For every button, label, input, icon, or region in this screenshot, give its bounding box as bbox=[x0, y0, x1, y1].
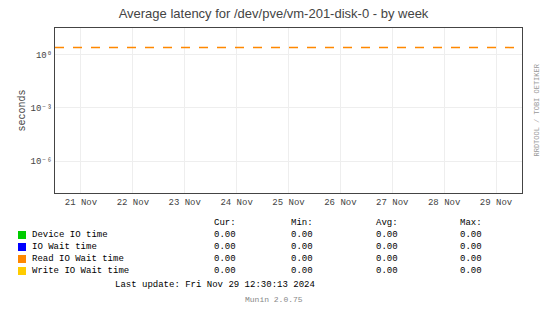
svg-text:0.00: 0.00 bbox=[214, 242, 236, 252]
svg-text:Max:: Max: bbox=[460, 218, 482, 228]
svg-text:0.00: 0.00 bbox=[376, 230, 398, 240]
svg-text:29 Nov: 29 Nov bbox=[480, 198, 513, 208]
svg-text:24 Nov: 24 Nov bbox=[220, 198, 253, 208]
svg-text:0.00: 0.00 bbox=[291, 230, 313, 240]
svg-text:10⁻³: 10⁻³ bbox=[31, 104, 53, 114]
svg-text:Last update: Fri Nov 29 12:30:: Last update: Fri Nov 29 12:30:13 2024 bbox=[115, 280, 315, 290]
svg-text:25 Nov: 25 Nov bbox=[272, 198, 305, 208]
svg-text:0.00: 0.00 bbox=[460, 230, 482, 240]
svg-text:10⁻⁶: 10⁻⁶ bbox=[31, 157, 53, 167]
svg-text:0.00: 0.00 bbox=[291, 266, 313, 276]
svg-text:22 Nov: 22 Nov bbox=[117, 198, 150, 208]
svg-text:26 Nov: 26 Nov bbox=[324, 198, 357, 208]
svg-text:0.00: 0.00 bbox=[460, 254, 482, 264]
svg-text:Cur:: Cur: bbox=[214, 218, 236, 228]
svg-text:Min:: Min: bbox=[291, 218, 313, 228]
svg-text:0.00: 0.00 bbox=[291, 254, 313, 264]
svg-text:10⁰: 10⁰ bbox=[36, 51, 52, 61]
svg-text:0.00: 0.00 bbox=[214, 266, 236, 276]
svg-text:27 Nov: 27 Nov bbox=[376, 198, 409, 208]
svg-text:seconds: seconds bbox=[17, 89, 28, 131]
svg-text:IO Wait time: IO Wait time bbox=[32, 242, 97, 252]
svg-text:0.00: 0.00 bbox=[376, 254, 398, 264]
svg-text:RRDTOOL / TOBI OETIKER: RRDTOOL / TOBI OETIKER bbox=[533, 63, 541, 156]
svg-text:Munin 2.0.75: Munin 2.0.75 bbox=[245, 295, 303, 304]
svg-text:Write IO Wait time: Write IO Wait time bbox=[32, 266, 129, 276]
svg-text:0.00: 0.00 bbox=[214, 254, 236, 264]
svg-text:Read IO Wait time: Read IO Wait time bbox=[32, 254, 124, 264]
svg-text:0.00: 0.00 bbox=[214, 230, 236, 240]
svg-text:28 Nov: 28 Nov bbox=[428, 198, 461, 208]
svg-text:23 Nov: 23 Nov bbox=[169, 198, 202, 208]
svg-text:Avg:: Avg: bbox=[376, 218, 398, 228]
svg-text:0.00: 0.00 bbox=[376, 242, 398, 252]
svg-text:Device IO time: Device IO time bbox=[32, 230, 108, 240]
svg-text:0.00: 0.00 bbox=[291, 242, 313, 252]
svg-text:21 Nov: 21 Nov bbox=[65, 198, 98, 208]
svg-text:0.00: 0.00 bbox=[376, 266, 398, 276]
svg-text:0.00: 0.00 bbox=[460, 266, 482, 276]
svg-text:Average latency for /dev/pve/v: Average latency for /dev/pve/vm-201-disk… bbox=[119, 6, 429, 21]
svg-text:0.00: 0.00 bbox=[460, 242, 482, 252]
